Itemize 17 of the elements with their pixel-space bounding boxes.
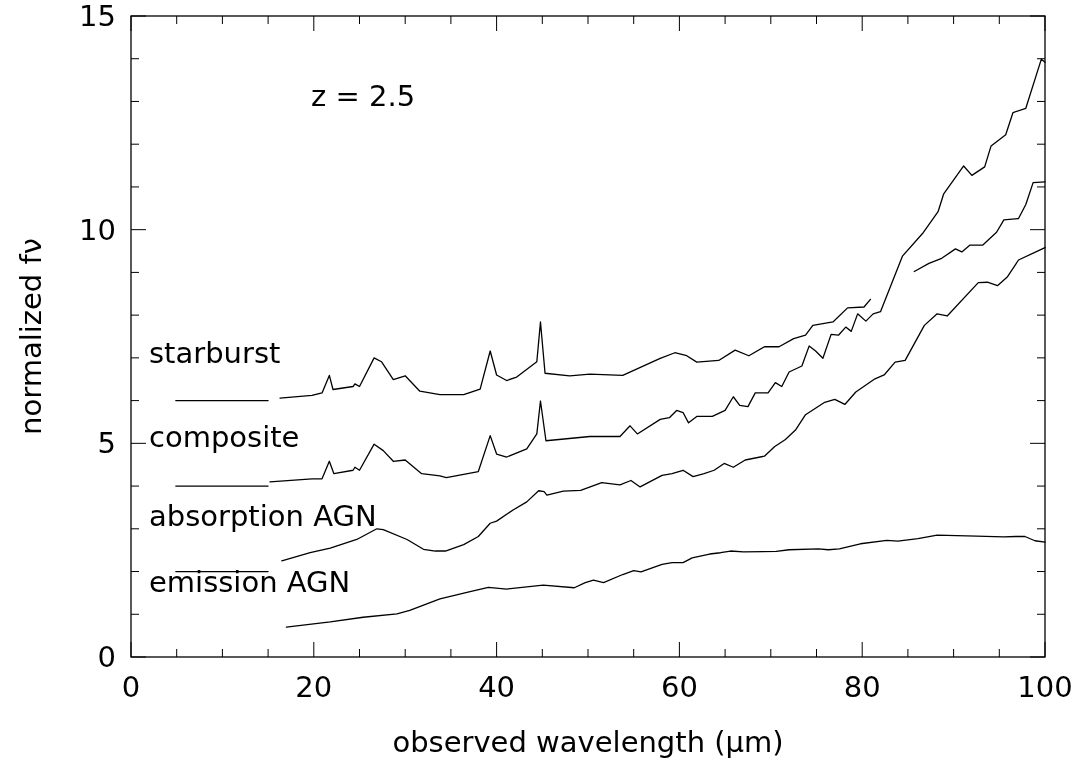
y-tick-label: 10 — [79, 212, 116, 247]
x-tick-label: 0 — [121, 670, 141, 704]
annotation: z = 2.5 — [311, 79, 416, 113]
x-tick-label: 80 — [843, 670, 881, 704]
x-tick-label: 20 — [295, 670, 333, 704]
legend-label: absorption AGN — [149, 498, 377, 533]
y-tick-label: 5 — [97, 426, 116, 461]
x-tick-label: 60 — [660, 670, 698, 704]
legend-label: composite — [149, 419, 300, 454]
x-tick-label: 40 — [478, 670, 516, 704]
legend-label: starburst — [149, 336, 281, 371]
x-axis-title: observed wavelength (μm) — [392, 725, 784, 759]
legend-label: emission AGN — [149, 565, 351, 600]
x-tick-label: 100 — [1017, 670, 1073, 704]
y-tick-label: 0 — [97, 640, 116, 675]
y-tick-label: 15 — [79, 0, 116, 34]
y-axis-title: normalized fν — [14, 238, 48, 435]
